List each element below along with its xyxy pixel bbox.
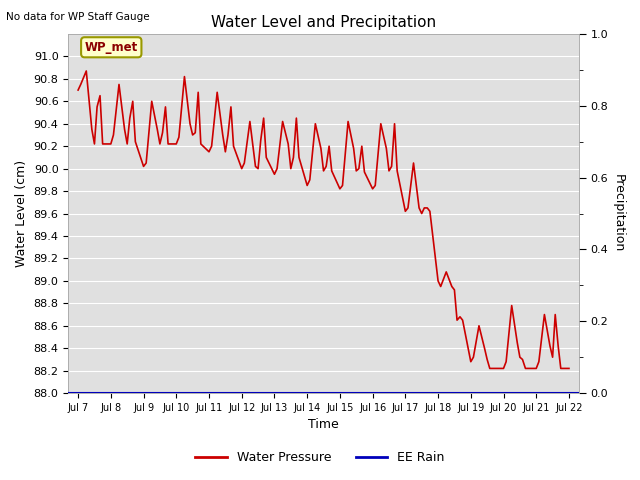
Text: WP_met: WP_met xyxy=(84,41,138,54)
X-axis label: Time: Time xyxy=(308,419,339,432)
Title: Water Level and Precipitation: Water Level and Precipitation xyxy=(211,15,436,30)
Legend: Water Pressure, EE Rain: Water Pressure, EE Rain xyxy=(190,446,450,469)
Y-axis label: Water Level (cm): Water Level (cm) xyxy=(15,160,28,267)
Text: No data for WP Staff Gauge: No data for WP Staff Gauge xyxy=(6,12,150,22)
Y-axis label: Precipitation: Precipitation xyxy=(612,174,625,252)
